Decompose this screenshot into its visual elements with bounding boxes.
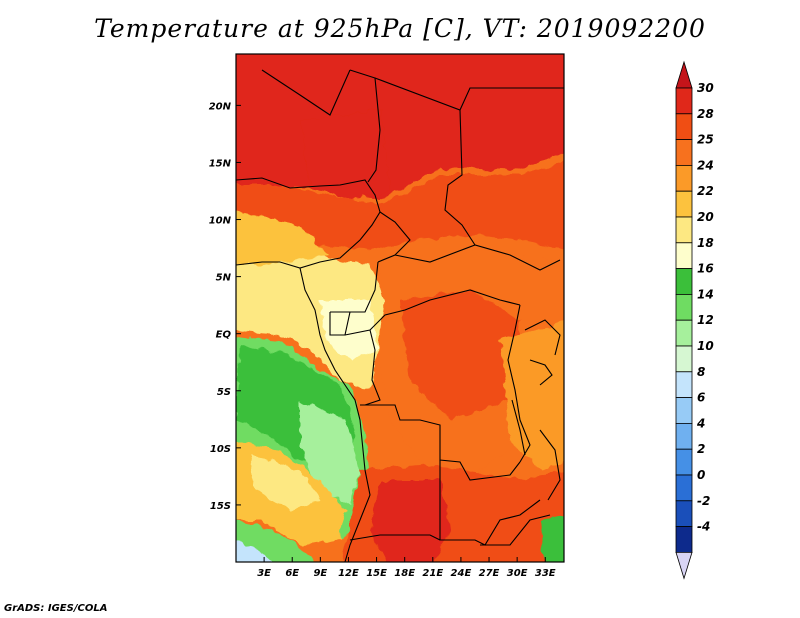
colorbar-swatch (675, 500, 693, 527)
colorbar-swatch (675, 293, 693, 321)
lon-tick-label: 6E (285, 568, 299, 579)
colorbar-label: 30 (697, 81, 714, 95)
colorbar-label: 8 (697, 365, 705, 379)
lon-tick-label: 12E (338, 568, 359, 579)
border-congo-drc (364, 329, 381, 406)
colorbar-swatch (675, 345, 693, 373)
colorbar-swatch (675, 190, 693, 218)
colorbar-swatch (675, 87, 693, 115)
lon-tick-label: 24E (451, 568, 472, 579)
border-rwanda-burundi (529, 359, 553, 386)
border-zambia-zimbabwe (480, 514, 551, 546)
border-niger-chad (349, 69, 381, 183)
lat-tick-label: 10S (210, 444, 231, 455)
temperature-field (236, 54, 564, 562)
field-east-24 (500, 321, 564, 470)
map-frame (235, 53, 565, 563)
border-cameroon (330, 261, 379, 313)
lat-tick-label: EQ (216, 330, 232, 341)
colorbar-swatch (675, 526, 693, 553)
lon-axis: 3E 6E 9E 12E 15E 18E 21E 24E 27E 30E 33E (257, 557, 556, 579)
field-coast-22 (236, 211, 330, 265)
colorbar-label: 10 (697, 339, 714, 353)
colorbar-label: 2 (697, 442, 705, 456)
colorbar-swatch (675, 164, 693, 192)
lon-tick-label: 9E (313, 568, 327, 579)
colorbar-label: 16 (697, 262, 714, 276)
colorbar-swatch (675, 319, 693, 347)
border-niger-algeria (261, 69, 351, 116)
field-sw-10 (236, 541, 272, 562)
lon-tick-label: 18E (394, 568, 415, 579)
lon-tick-label: 15E (366, 568, 387, 579)
colorbar-top-arrow (675, 60, 693, 89)
lon-tick-label: 30E (507, 568, 528, 579)
field-angola-30 (370, 480, 450, 562)
lat-axis: 20N 15N 10N 5N EQ 5S 10S 15S (209, 101, 241, 512)
lon-tick-label: 33E (535, 568, 556, 579)
field-sahel-28 (236, 161, 564, 250)
colorbar-label: -4 (697, 520, 710, 534)
border-car-sudan (394, 244, 561, 271)
lat-tick-label: 5N (216, 273, 232, 284)
border-angola-namibia (349, 534, 441, 541)
field-congo-28 (400, 290, 520, 420)
colorbar-swatch (675, 397, 693, 424)
lake-malawi (539, 429, 561, 501)
coastline-gabon-angola (299, 267, 371, 562)
boundaries (236, 69, 564, 562)
colorbar-label: 28 (697, 107, 714, 121)
coastline-west-africa (236, 177, 381, 269)
lat-tick-label: 5S (217, 387, 231, 398)
grads-credit: GrADS: IGES/COLA (4, 603, 108, 614)
border-congo-car (344, 289, 521, 336)
colorbar-swatch (675, 216, 693, 244)
lat-tick-label: 10N (209, 216, 232, 227)
field-angola-20 (250, 455, 320, 510)
field-chad-30 (300, 110, 390, 200)
colorbar-label: 20 (697, 210, 714, 224)
colorbar-label: 22 (697, 184, 714, 198)
lat-tick-label: 15N (209, 158, 232, 169)
colorbar-swatch (675, 113, 693, 141)
colorbar-swatch (675, 242, 693, 270)
lon-tick-label: 21E (422, 568, 443, 579)
lon-tick-label: 3E (257, 568, 271, 579)
colorbar-swatch (675, 268, 693, 295)
colorbar-label: 6 (697, 391, 705, 405)
colorbar-swatch (675, 371, 693, 398)
lake-tanganyika (511, 399, 526, 456)
colorbar-label: 18 (697, 236, 714, 250)
border-drc-east (507, 304, 531, 463)
colorbar-label: 12 (697, 313, 714, 327)
border-chad-car (377, 211, 411, 263)
colorbar-label: 4 (696, 416, 705, 430)
field-se-16 (540, 516, 564, 562)
border-chad-libya (374, 77, 564, 111)
lake-victoria (524, 319, 561, 356)
colorbar-label: 14 (697, 287, 714, 301)
border-drc-angola (360, 404, 521, 481)
colorbar-label: 0 (697, 468, 705, 482)
map-title: Temperature at 925hPa [C], VT: 201909220… (94, 14, 706, 43)
colorbar-label: 24 (697, 158, 714, 172)
lat-tick-label: 20N (209, 101, 232, 112)
colorbar-swatch (675, 448, 693, 476)
field-gabon-18 (320, 300, 378, 360)
colorbar-label: 25 (697, 133, 714, 147)
lon-tick-label: 27E (479, 568, 500, 579)
lat-tick-label: 15S (210, 501, 231, 512)
colorbar-label: -2 (697, 494, 710, 508)
colorbar-bottom-arrow (675, 552, 693, 580)
colorbar-swatch (675, 474, 693, 502)
colorbar-swatch (675, 139, 693, 166)
border-eq-guinea (329, 311, 351, 336)
colorbar-swatch (675, 422, 693, 450)
border-chad-sudan (444, 109, 476, 246)
